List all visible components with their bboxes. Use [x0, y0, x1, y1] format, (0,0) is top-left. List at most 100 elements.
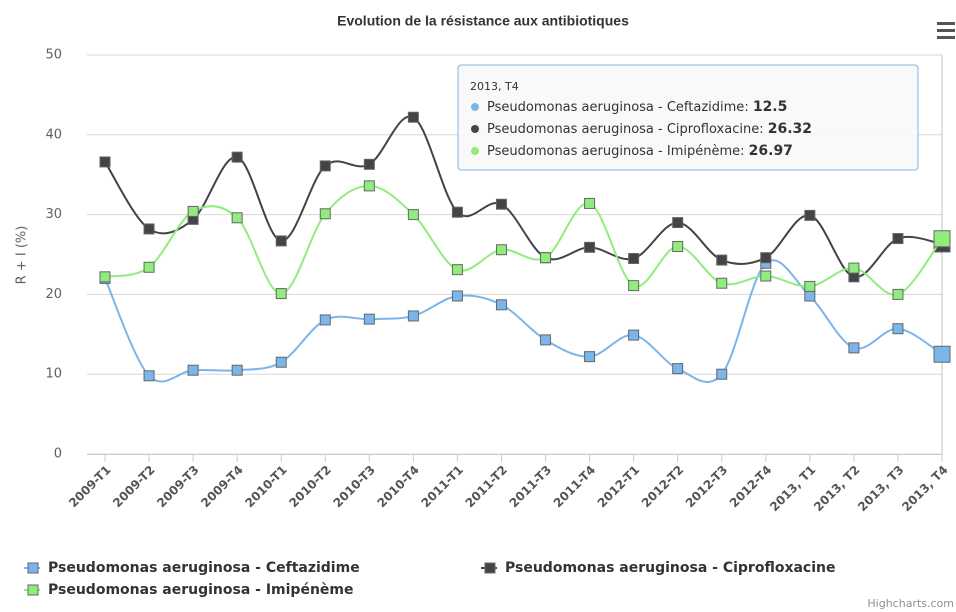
point [407, 209, 419, 221]
x-tick-label: 2012-T2 [639, 463, 686, 510]
y-tick-label: 20 [45, 287, 62, 302]
x-tick-label: 2009-T1 [66, 463, 113, 510]
point [892, 288, 904, 300]
point [933, 345, 951, 363]
point [584, 197, 596, 209]
tooltip: 2013, T4 Pseudomonas aeruginosa - Ceftazi… [457, 64, 919, 171]
tooltip-row: Pseudomonas aeruginosa - Ceftazidime: 12… [487, 99, 787, 115]
point [275, 356, 287, 368]
y-tick-label: 40 [45, 127, 62, 142]
tooltip-row: Pseudomonas aeruginosa - Imipénème: 26.9… [487, 143, 793, 159]
x-tick-label: 2012-T1 [595, 463, 642, 510]
point [143, 370, 155, 382]
point [628, 252, 640, 264]
x-tick-label: 2009-T2 [110, 463, 157, 510]
legend-label: Pseudomonas aeruginosa - Ceftazidime [48, 560, 360, 576]
x-tick-label: 2010-T3 [330, 463, 377, 510]
point [628, 329, 640, 341]
tooltip-series-name: Pseudomonas aeruginosa - Ciprofloxacine [487, 122, 759, 137]
point [451, 264, 463, 276]
point [99, 156, 111, 168]
tooltip-marker [471, 147, 479, 155]
point [672, 217, 684, 229]
x-tick-label: 2009-T4 [198, 463, 245, 510]
point [407, 310, 419, 322]
point [848, 342, 860, 354]
point [540, 252, 552, 264]
point [143, 223, 155, 235]
legend-label: Pseudomonas aeruginosa - Imipénème [48, 582, 354, 598]
tooltip-marker [471, 103, 479, 111]
point [892, 323, 904, 335]
point [933, 230, 951, 248]
tooltip-marker [471, 125, 479, 133]
x-tick-label: 2010-T1 [242, 463, 289, 510]
point [716, 254, 728, 266]
tooltip-box [457, 64, 919, 171]
point [319, 208, 331, 220]
point [187, 205, 199, 217]
point [584, 351, 596, 363]
tooltip-value: 26.32 [768, 121, 812, 137]
point [760, 270, 772, 282]
x-tick-label: 2010-T4 [374, 463, 421, 510]
menu-icon[interactable] [937, 22, 955, 39]
point [584, 241, 596, 253]
legend-marker [27, 584, 39, 596]
y-tick-label: 30 [45, 207, 62, 222]
point [495, 244, 507, 256]
chart-title: Evolution de la résistance aux antibioti… [337, 13, 629, 29]
y-tick-label: 10 [45, 367, 62, 382]
point [319, 314, 331, 326]
x-tick-label: 2011-T3 [507, 463, 554, 510]
point [495, 198, 507, 210]
x-tick-label: 2011-T2 [463, 463, 510, 510]
point [451, 206, 463, 218]
point [760, 252, 772, 264]
point [363, 180, 375, 192]
x-tick-label: 2013, T4 [899, 463, 950, 514]
legend-label: Pseudomonas aeruginosa - Ciprofloxacine [505, 560, 835, 576]
point [804, 209, 816, 221]
point [231, 151, 243, 163]
x-tick-label: 2012-T3 [683, 463, 730, 510]
point [99, 271, 111, 283]
point [451, 290, 463, 302]
point [672, 241, 684, 253]
point [540, 334, 552, 346]
point [848, 262, 860, 274]
series-line [104, 184, 943, 296]
x-tick-label: 2009-T3 [154, 463, 201, 510]
series-line [104, 259, 943, 383]
point [716, 277, 728, 289]
point [363, 158, 375, 170]
point [672, 363, 684, 375]
credits: Highcharts.com [867, 597, 954, 610]
tooltip-value: 12.5 [753, 99, 788, 115]
point [363, 313, 375, 325]
point [804, 280, 816, 292]
point [187, 364, 199, 376]
point [143, 261, 155, 273]
x-tick-label: 2011-T1 [419, 463, 466, 510]
tooltip-row: Pseudomonas aeruginosa - Ciprofloxacine:… [487, 121, 812, 137]
x-tick-label: 2013, T2 [811, 463, 862, 514]
point [716, 368, 728, 380]
point [319, 160, 331, 172]
tooltip-series-name: Pseudomonas aeruginosa - Imipénème [487, 144, 740, 159]
point [231, 212, 243, 224]
point [275, 288, 287, 300]
tooltip-separator: : [740, 144, 749, 159]
tooltip-separator: : [744, 100, 753, 115]
point [407, 111, 419, 123]
x-tick-label: 2013, T1 [767, 463, 818, 514]
point [892, 233, 904, 245]
tooltip-series-name: Pseudomonas aeruginosa - Ceftazidime [487, 100, 744, 115]
x-tick-label: 2011-T4 [551, 463, 598, 510]
x-tick-label: 2010-T2 [286, 463, 333, 510]
point [804, 290, 816, 302]
point [275, 235, 287, 247]
tooltip-header: 2013, T4 [470, 80, 519, 93]
point [231, 364, 243, 376]
